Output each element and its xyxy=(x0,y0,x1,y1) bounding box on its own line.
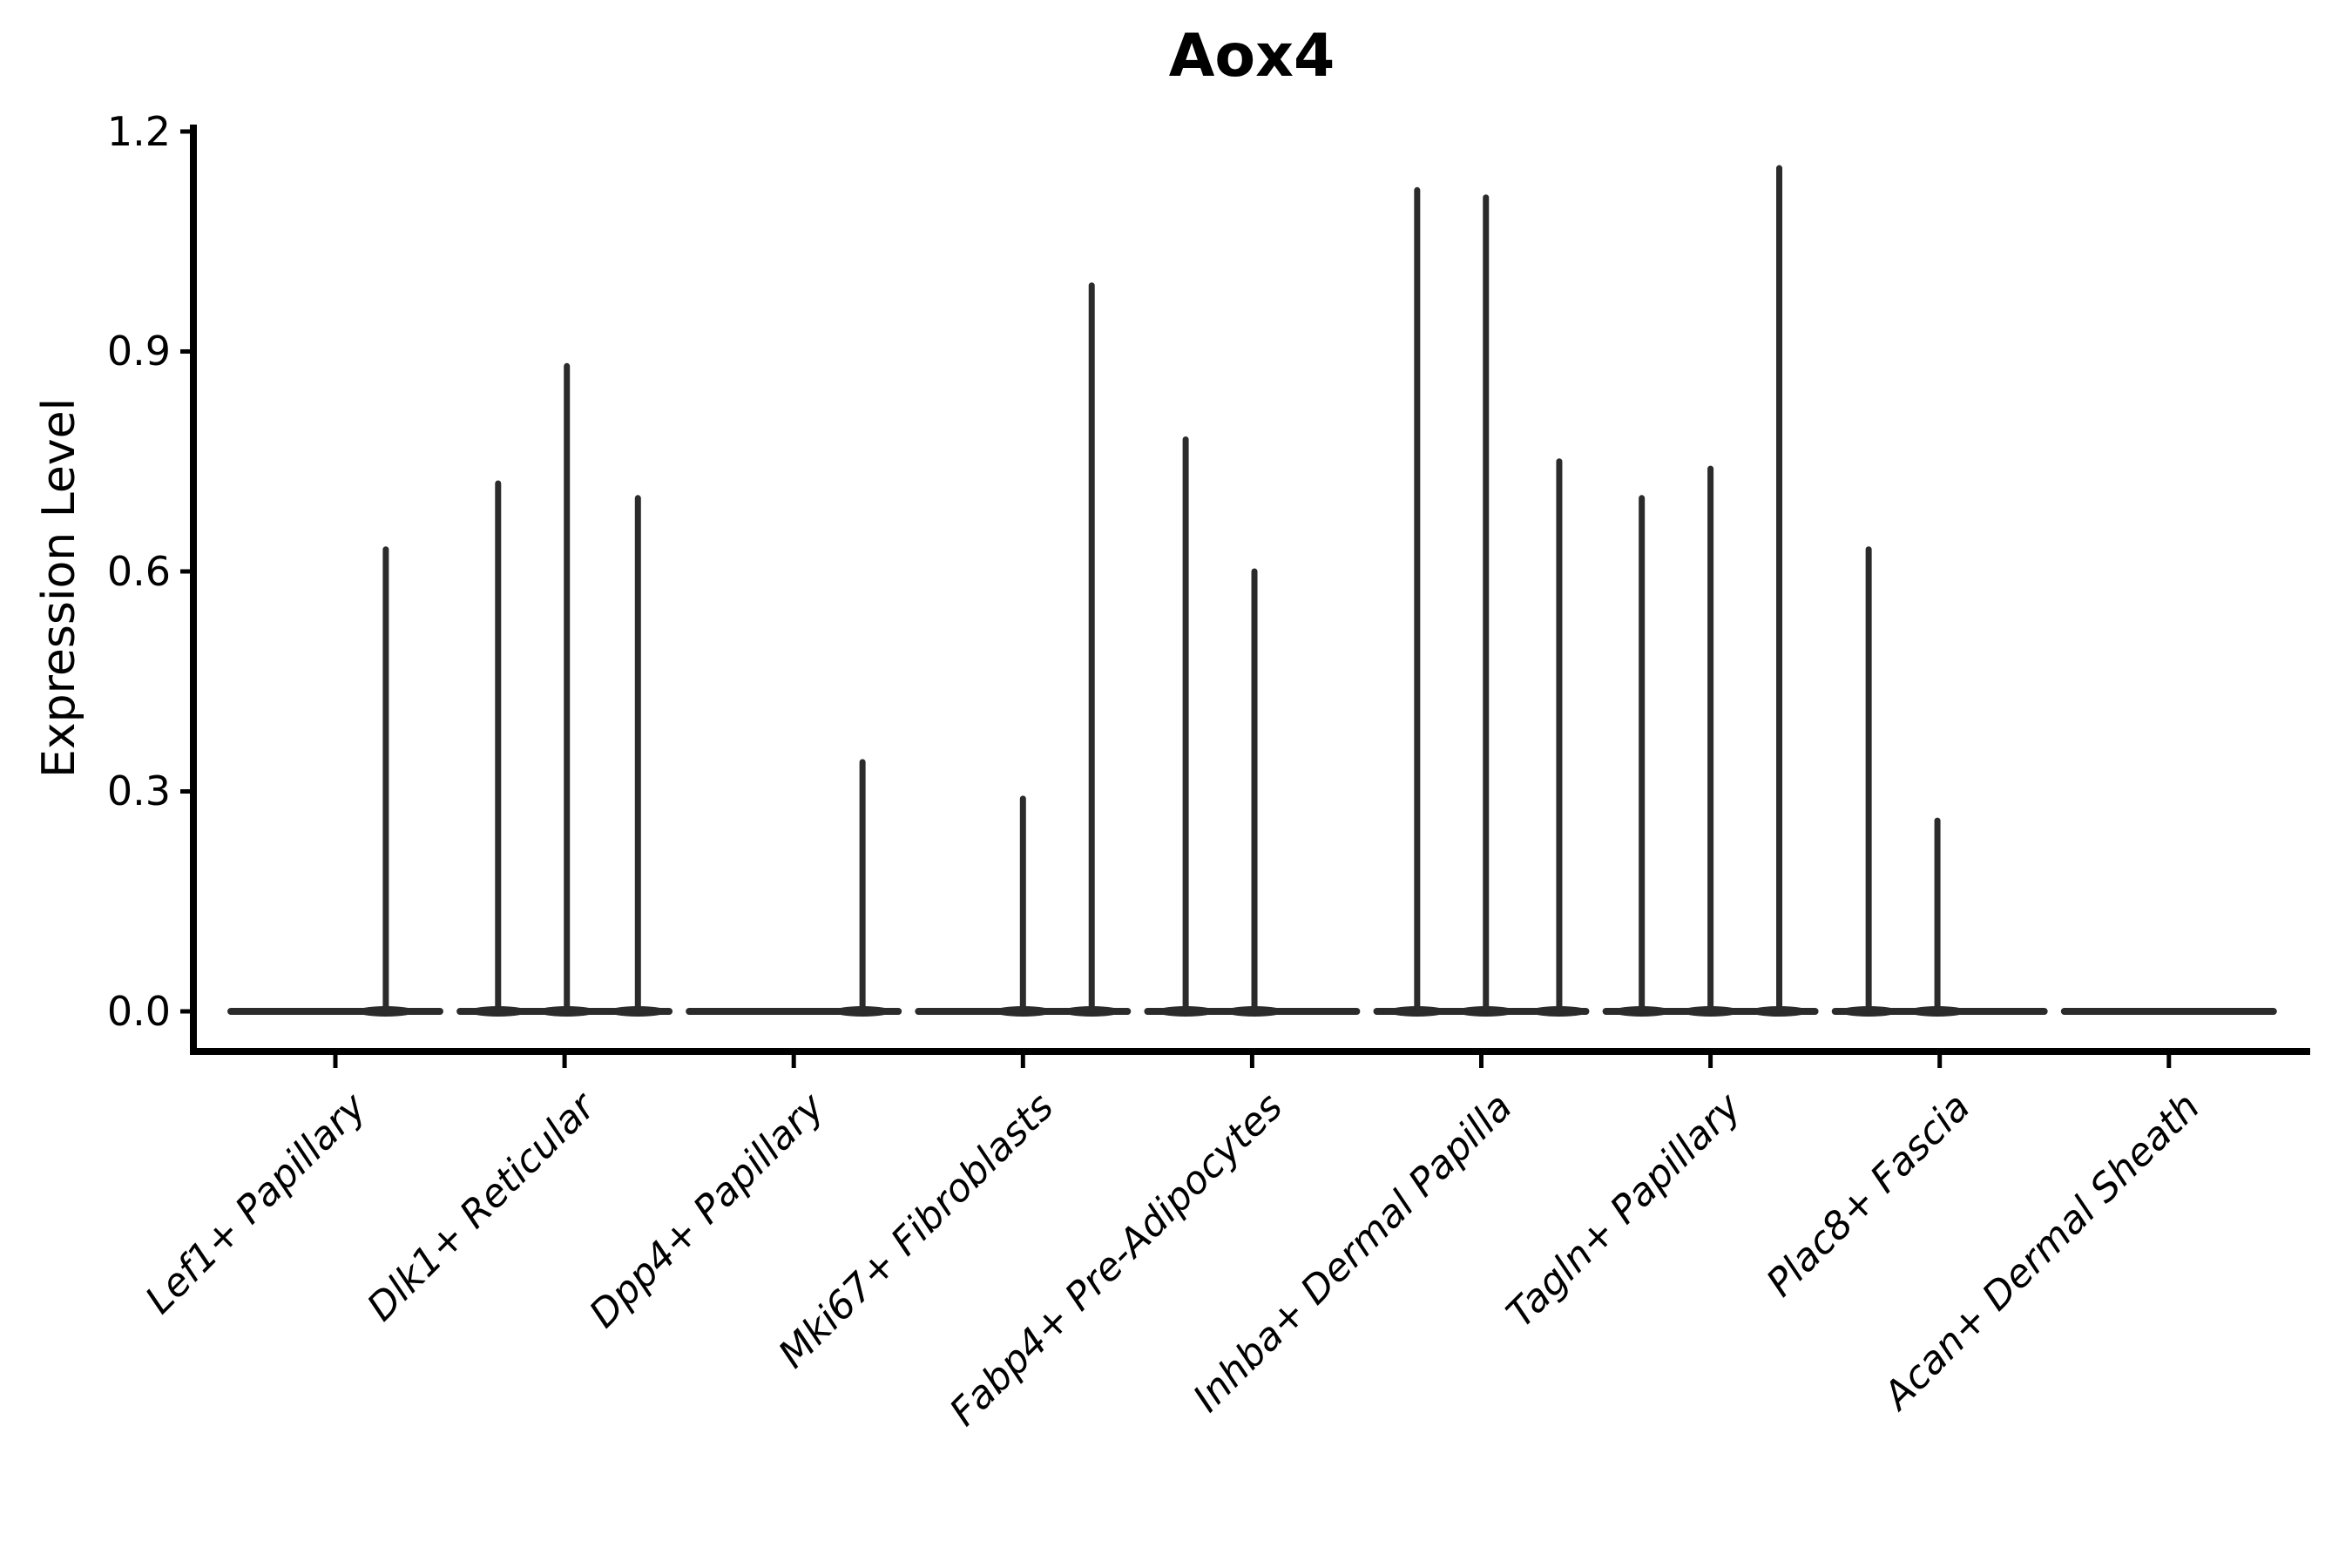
y-tick-label: 0.9 xyxy=(106,328,171,375)
y-tick-label: 0.6 xyxy=(106,547,171,595)
y-tick-label: 0.3 xyxy=(106,767,171,815)
y-tick-label: 1.2 xyxy=(106,107,171,155)
y-tick-label: 0.0 xyxy=(106,988,171,1035)
chart-title: Aox4 xyxy=(1168,22,1335,91)
